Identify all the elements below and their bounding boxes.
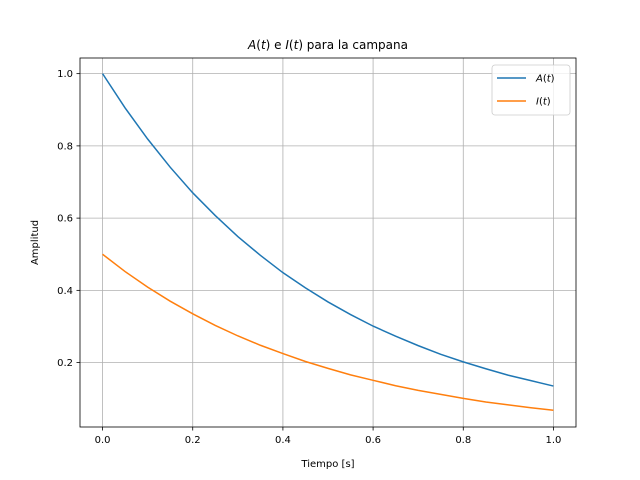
x-tick-label: 0.0 (95, 435, 111, 446)
y-tick-label: 0.8 (57, 141, 73, 152)
y-axis-label: Amplitud (30, 220, 41, 265)
chart-title: A(t) e I(t) para la campana (247, 38, 408, 52)
y-tick-label: 0.2 (57, 358, 73, 369)
x-tick-label: 1.0 (546, 435, 562, 446)
series-lines (101, 73, 554, 412)
series-line-i (102, 253, 554, 412)
x-axis-label: Tiempo [s] (300, 459, 354, 470)
plot-frame (79, 57, 577, 428)
y-tick-label: 0.4 (57, 286, 73, 297)
legend-label-a: A(t) (535, 74, 555, 85)
x-tick-label: 0.4 (275, 435, 291, 446)
legend-label-i: I(t) (536, 97, 551, 108)
series-line-a (101, 73, 554, 387)
legend-box (491, 64, 571, 116)
x-tick-label: 0.2 (185, 435, 201, 446)
x-tick-label: 0.8 (455, 435, 471, 446)
legend: A(t) I(t) (491, 64, 571, 116)
y-tick-label: 1.0 (57, 69, 73, 80)
y-tick-label: 0.6 (57, 214, 73, 225)
x-tick-label: 0.6 (365, 435, 381, 446)
axis-ticks: 0.0 0.2 0.4 0.6 0.8 1.0 0.2 0.4 0.6 0.8 1.0 (57, 69, 561, 446)
